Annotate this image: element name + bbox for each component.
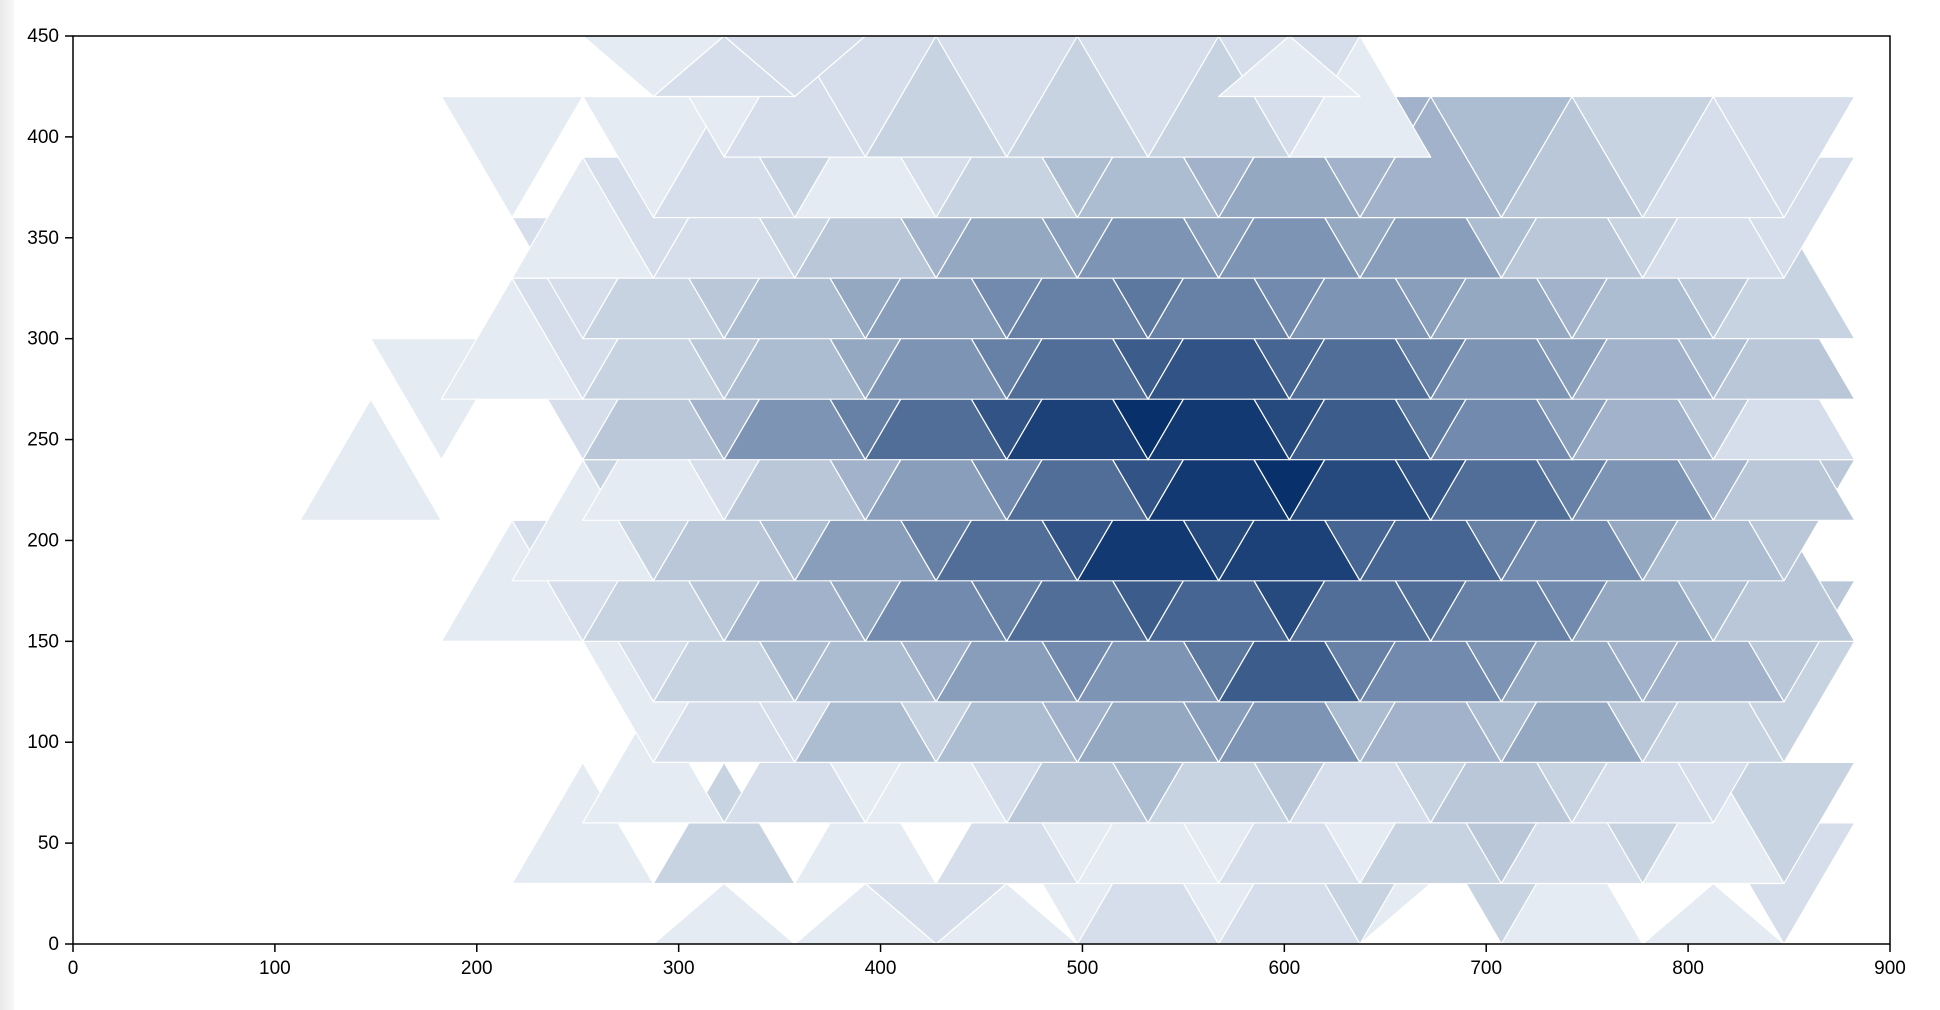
x-tick-label: 900 xyxy=(1874,958,1906,979)
y-tick-label: 50 xyxy=(38,833,59,854)
plot-border xyxy=(72,35,1891,945)
y-tick-label: 350 xyxy=(27,228,59,249)
x-tick-label: 200 xyxy=(461,958,493,979)
x-tick-label: 500 xyxy=(1067,958,1099,979)
x-tick-label: 700 xyxy=(1470,958,1502,979)
y-tick-label: 300 xyxy=(27,329,59,350)
y-tick-label: 450 xyxy=(27,26,59,47)
y-axis: 0 50 100 150 200 250 300 350 400 450 xyxy=(27,26,73,955)
x-tick-label: 300 xyxy=(663,958,695,979)
heatmap-cell xyxy=(652,882,796,945)
x-tick-label: 400 xyxy=(865,958,897,979)
y-tick-label: 400 xyxy=(27,127,59,148)
heatmap-cells xyxy=(299,35,1856,945)
y-tick-label: 0 xyxy=(48,934,59,955)
y-tick-label: 200 xyxy=(27,530,59,551)
x-tick-label: 100 xyxy=(259,958,291,979)
heatmap-cell xyxy=(1712,95,1856,219)
plot-frame xyxy=(72,35,1891,945)
heatmap-cell xyxy=(440,95,584,219)
x-tick-label: 0 xyxy=(68,958,79,979)
x-axis: 0 100 200 300 400 500 600 700 800 900 xyxy=(68,944,1906,979)
x-tick-label: 800 xyxy=(1672,958,1704,979)
y-tick-label: 250 xyxy=(27,430,59,451)
y-tick-label: 100 xyxy=(27,732,59,753)
x-tick-label: 600 xyxy=(1268,958,1300,979)
y-tick-label: 150 xyxy=(27,631,59,652)
heatmap-cell xyxy=(299,398,442,521)
window-edge-strip xyxy=(0,0,14,1010)
heatmap-cell xyxy=(1218,35,1361,98)
